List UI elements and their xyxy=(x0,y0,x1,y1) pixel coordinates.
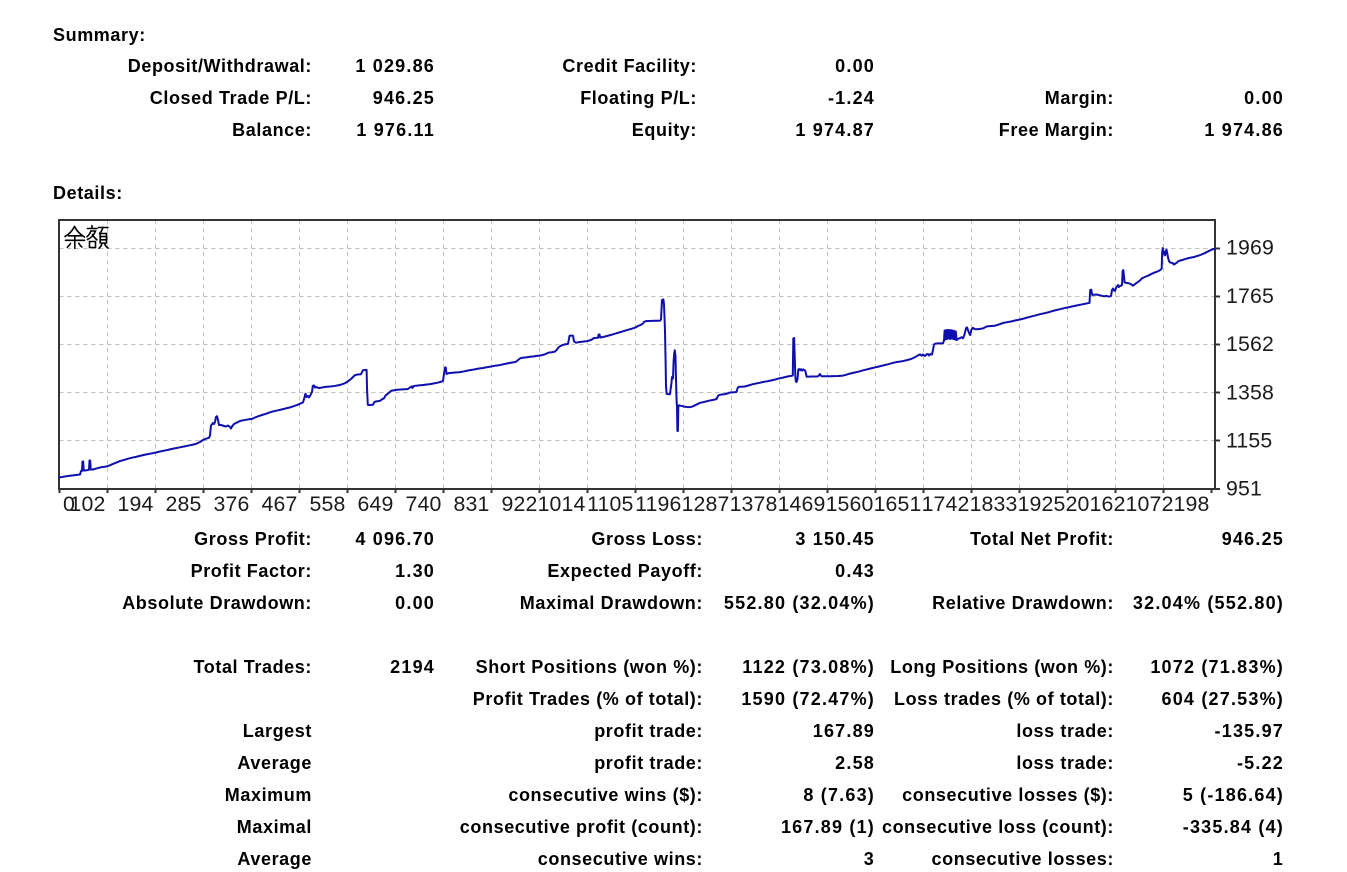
svg-text:376: 376 xyxy=(214,492,250,516)
svg-text:1925: 1925 xyxy=(1018,492,1066,516)
svg-text:1287: 1287 xyxy=(682,492,730,516)
svg-text:1651: 1651 xyxy=(874,492,922,516)
svg-text:1378: 1378 xyxy=(730,492,778,516)
svg-text:1969: 1969 xyxy=(1226,236,1274,260)
svg-text:2016: 2016 xyxy=(1066,492,1114,516)
svg-text:1833: 1833 xyxy=(970,492,1018,516)
svg-text:740: 740 xyxy=(406,492,442,516)
svg-text:1105: 1105 xyxy=(587,492,633,516)
svg-text:194: 194 xyxy=(118,492,154,516)
svg-text:467: 467 xyxy=(262,492,298,516)
svg-text:0: 0 xyxy=(63,492,75,516)
svg-text:649: 649 xyxy=(358,492,394,516)
svg-text:831: 831 xyxy=(454,492,490,516)
svg-text:2107: 2107 xyxy=(1114,492,1162,516)
svg-text:1765: 1765 xyxy=(1226,284,1274,308)
svg-text:951: 951 xyxy=(1226,477,1262,501)
svg-text:1014: 1014 xyxy=(538,492,586,516)
svg-text:285: 285 xyxy=(166,492,202,516)
svg-text:1742: 1742 xyxy=(922,492,970,516)
svg-text:922: 922 xyxy=(502,492,538,516)
svg-text:1562: 1562 xyxy=(1226,332,1274,356)
svg-text:1155: 1155 xyxy=(1226,429,1272,453)
svg-text:1196: 1196 xyxy=(635,492,681,516)
svg-text:102: 102 xyxy=(70,492,106,516)
svg-text:558: 558 xyxy=(310,492,346,516)
svg-text:1358: 1358 xyxy=(1226,380,1274,404)
svg-text:1560: 1560 xyxy=(826,492,874,516)
svg-text:1469: 1469 xyxy=(778,492,826,516)
svg-text:2198: 2198 xyxy=(1162,492,1210,516)
